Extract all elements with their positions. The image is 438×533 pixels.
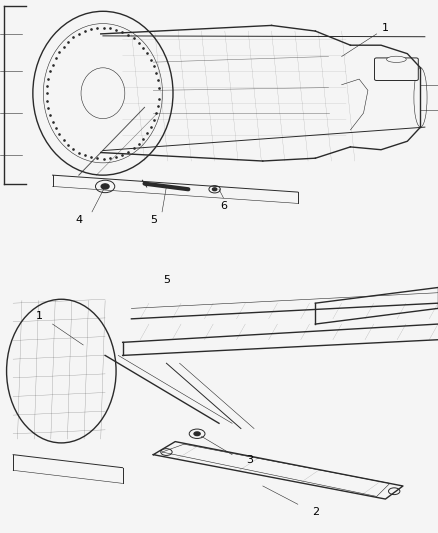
Text: 6: 6 [220, 201, 227, 211]
Text: 4: 4 [75, 215, 82, 225]
Circle shape [161, 449, 172, 455]
Text: 1: 1 [36, 311, 43, 321]
Text: 1: 1 [382, 23, 389, 33]
Circle shape [209, 185, 220, 193]
FancyBboxPatch shape [374, 58, 418, 80]
Circle shape [389, 488, 400, 495]
Circle shape [212, 188, 217, 191]
Circle shape [189, 429, 205, 439]
Circle shape [95, 180, 115, 192]
Text: 3: 3 [246, 455, 253, 465]
Text: 5: 5 [163, 274, 170, 285]
Ellipse shape [386, 56, 406, 62]
Text: 5: 5 [150, 215, 157, 225]
Circle shape [101, 184, 109, 189]
Text: 2: 2 [312, 507, 319, 517]
Circle shape [194, 432, 200, 435]
